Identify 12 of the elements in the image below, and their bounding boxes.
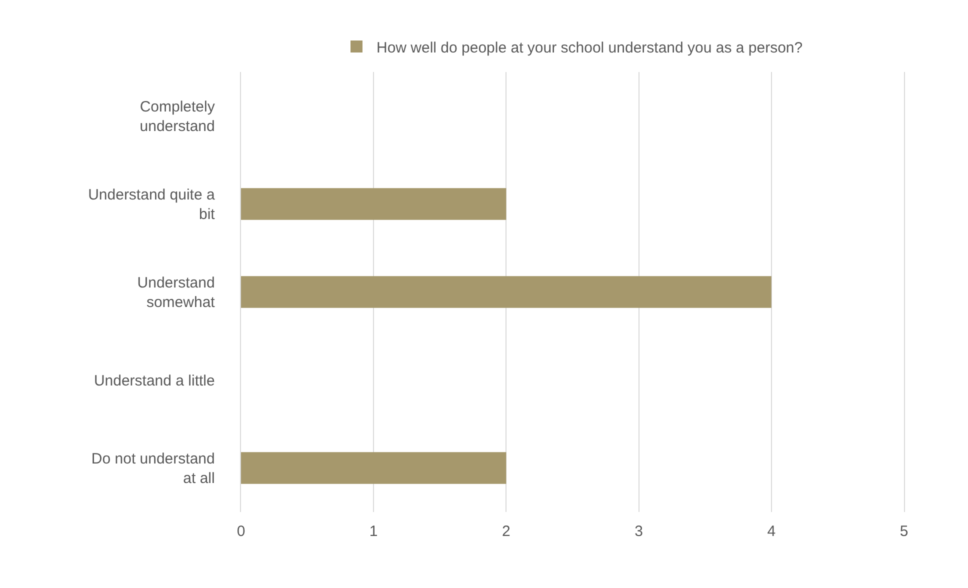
y-tick-label: Completely understand bbox=[140, 98, 216, 135]
y-tick-label: Understand somewhat bbox=[137, 274, 216, 311]
legend-label: How well do people at your school understand you as a person? bbox=[376, 39, 803, 56]
x-tick-label: 4 bbox=[767, 523, 776, 540]
y-tick-label: Do not understand at all bbox=[91, 450, 215, 487]
y-tick-label: Understand a little bbox=[94, 372, 215, 390]
x-tick-label: 5 bbox=[900, 523, 908, 540]
y-tick-label: Understand quite a bit bbox=[88, 186, 216, 223]
x-tick-label: 2 bbox=[502, 523, 510, 540]
x-tick-label: 3 bbox=[634, 523, 643, 540]
x-tick-label: 1 bbox=[369, 523, 378, 540]
x-tick-label: 0 bbox=[236, 523, 246, 540]
